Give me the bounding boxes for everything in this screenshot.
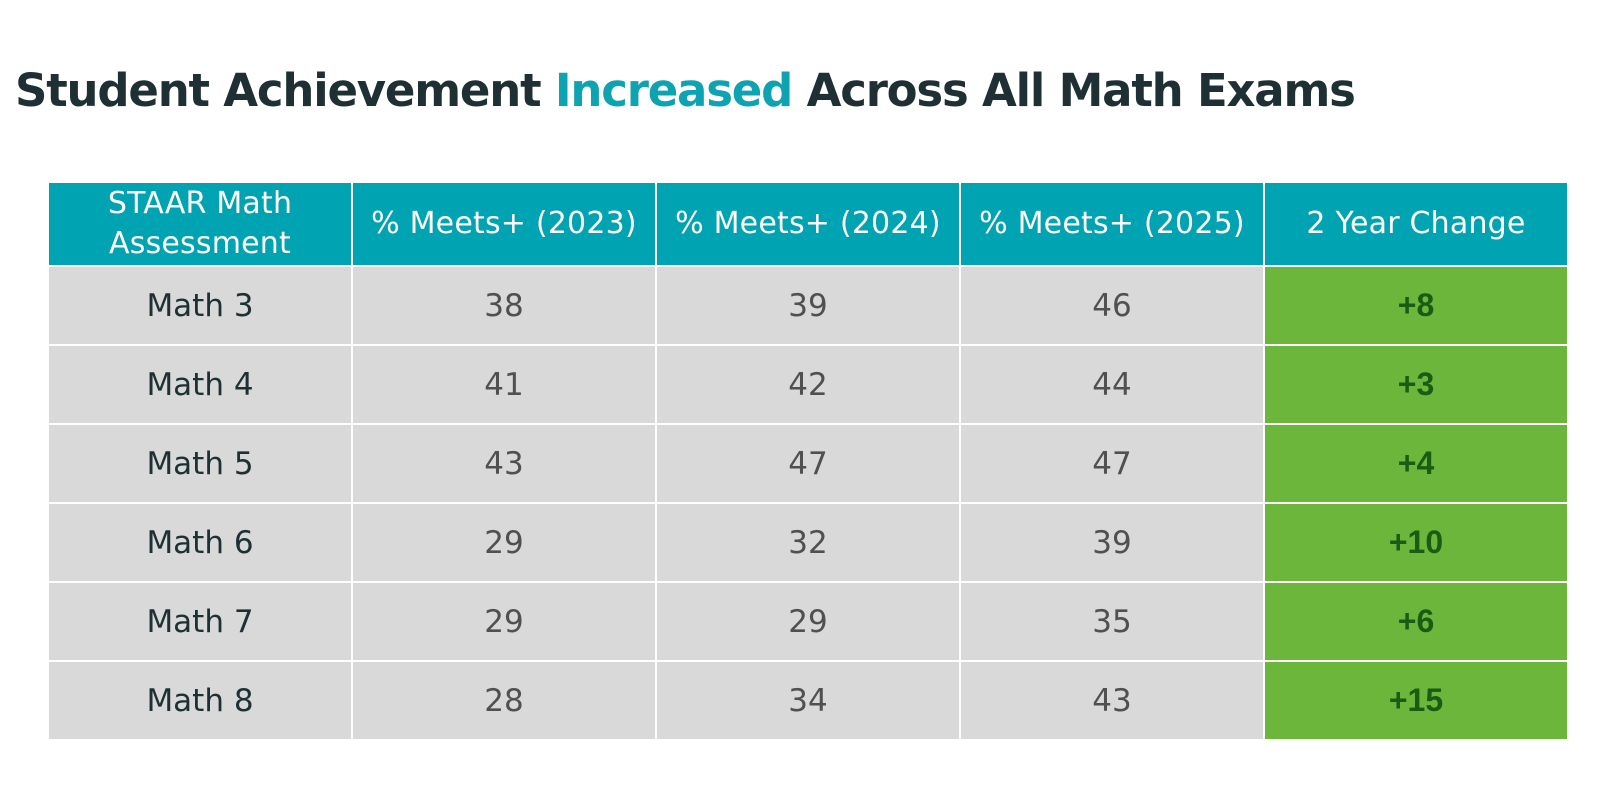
cell-2025: 44 — [959, 344, 1265, 425]
table-row: Math 3 38 39 46 +8 — [47, 265, 1569, 346]
cell-2024: 32 — [655, 502, 961, 583]
cell-2023: 28 — [351, 660, 657, 741]
title-text-start: Student Achievement — [15, 64, 555, 117]
title-highlight: Increased — [554, 64, 793, 117]
cell-assessment: Math 3 — [47, 265, 353, 346]
cell-2025: 39 — [959, 502, 1265, 583]
header-2025: % Meets+ (2025) — [959, 181, 1265, 267]
cell-2024: 42 — [655, 344, 961, 425]
cell-2023: 29 — [351, 502, 657, 583]
page-title: Student Achievement Increased Across All… — [15, 64, 1356, 117]
cell-change: +8 — [1263, 265, 1569, 346]
cell-assessment: Math 7 — [47, 581, 353, 662]
cell-assessment: Math 8 — [47, 660, 353, 741]
header-assessment-line2: Assessment — [109, 226, 291, 261]
cell-2025: 35 — [959, 581, 1265, 662]
cell-2023: 29 — [351, 581, 657, 662]
cell-2024: 39 — [655, 265, 961, 346]
cell-change: +6 — [1263, 581, 1569, 662]
title-text-end: Across All Math Exams — [792, 64, 1356, 117]
cell-2024: 34 — [655, 660, 961, 741]
cell-2025: 43 — [959, 660, 1265, 741]
cell-change: +10 — [1263, 502, 1569, 583]
header-change: 2 Year Change — [1263, 181, 1569, 267]
table-row: Math 8 28 34 43 +15 — [47, 660, 1569, 741]
cell-change: +15 — [1263, 660, 1569, 741]
header-assessment: STAAR Math Assessment — [47, 181, 353, 267]
results-table: STAAR Math Assessment % Meets+ (2023) % … — [47, 181, 1569, 741]
cell-assessment: Math 4 — [47, 344, 353, 425]
cell-2023: 38 — [351, 265, 657, 346]
cell-2025: 46 — [959, 265, 1265, 346]
cell-2024: 29 — [655, 581, 961, 662]
cell-assessment: Math 5 — [47, 423, 353, 504]
table-row: Math 5 43 47 47 +4 — [47, 423, 1569, 504]
cell-change: +4 — [1263, 423, 1569, 504]
table-row: Math 7 29 29 35 +6 — [47, 581, 1569, 662]
header-2024: % Meets+ (2024) — [655, 181, 961, 267]
table-row: Math 4 41 42 44 +3 — [47, 344, 1569, 425]
cell-assessment: Math 6 — [47, 502, 353, 583]
cell-change: +3 — [1263, 344, 1569, 425]
table-header-row: STAAR Math Assessment % Meets+ (2023) % … — [47, 181, 1569, 267]
cell-2024: 47 — [655, 423, 961, 504]
header-assessment-line1: STAAR Math — [107, 186, 293, 221]
table-row: Math 6 29 32 39 +10 — [47, 502, 1569, 583]
cell-2023: 41 — [351, 344, 657, 425]
header-2023: % Meets+ (2023) — [351, 181, 657, 267]
cell-2025: 47 — [959, 423, 1265, 504]
cell-2023: 43 — [351, 423, 657, 504]
